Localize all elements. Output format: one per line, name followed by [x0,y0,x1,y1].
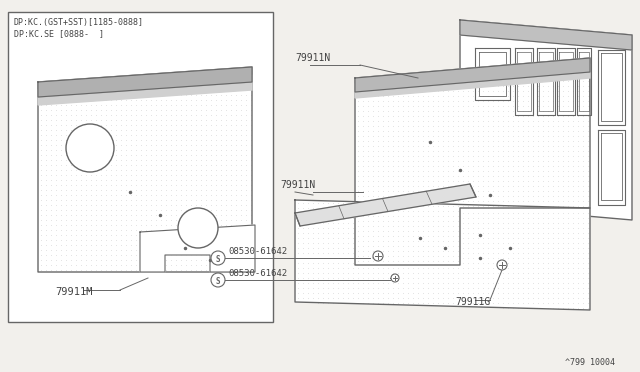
Circle shape [178,208,218,248]
Text: S: S [216,254,220,263]
Text: DP:KC.(GST+SST)[1185-0888]: DP:KC.(GST+SST)[1185-0888] [14,18,144,27]
Polygon shape [460,20,632,50]
Polygon shape [355,58,590,92]
Polygon shape [38,67,252,272]
Circle shape [66,124,114,172]
Text: S: S [216,276,220,285]
Polygon shape [355,64,590,98]
Polygon shape [460,20,632,220]
Polygon shape [38,75,252,105]
Polygon shape [140,225,255,272]
Text: 08530-61642: 08530-61642 [228,247,287,256]
Text: 79911G: 79911G [455,297,490,307]
Circle shape [373,251,383,261]
Text: 79911N: 79911N [295,53,330,63]
Circle shape [211,251,225,265]
Text: ^799 10004: ^799 10004 [565,358,615,367]
Text: 79911M: 79911M [55,287,93,297]
Circle shape [497,260,507,270]
Circle shape [391,274,399,282]
Text: DP:KC.SE [0888-  ]: DP:KC.SE [0888- ] [14,29,104,38]
Polygon shape [355,58,590,265]
Text: 79911N: 79911N [280,180,316,190]
Polygon shape [295,200,590,310]
Circle shape [211,273,225,287]
Text: 08530-61642: 08530-61642 [228,269,287,278]
Polygon shape [38,67,252,97]
Bar [8,12,273,322]
Polygon shape [295,184,476,226]
